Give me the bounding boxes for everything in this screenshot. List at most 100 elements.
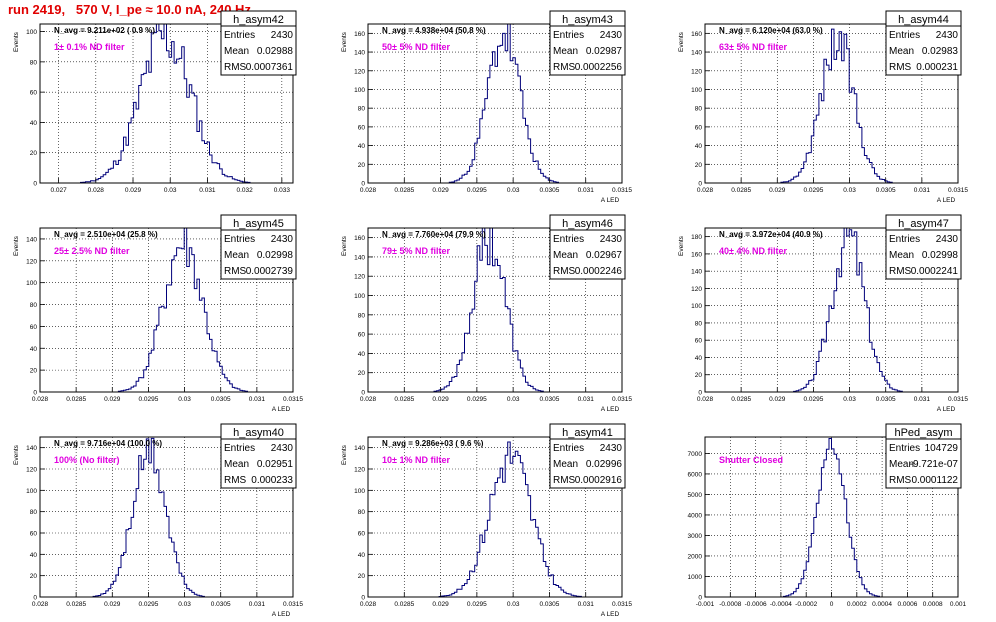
x-tick-label: 0.0295 bbox=[467, 187, 487, 194]
stats-value: 0.02987 bbox=[586, 46, 623, 57]
x-tick-label: 0.0315 bbox=[612, 187, 632, 194]
x-tick-label: 0.03 bbox=[507, 601, 520, 608]
y-tick-label: 0 bbox=[698, 595, 702, 602]
stats-value: 2430 bbox=[600, 443, 623, 454]
x-tick-label: 0.0285 bbox=[394, 187, 414, 194]
histogram-name: hPed_asym bbox=[894, 427, 952, 439]
y-tick-label: 120 bbox=[26, 467, 37, 474]
y-tick-label: 40 bbox=[695, 355, 703, 362]
y-tick-label: 20 bbox=[358, 370, 366, 377]
y-tick-label: 0 bbox=[698, 181, 702, 188]
y-tick-label: 20 bbox=[30, 573, 38, 580]
stats-label: Entries bbox=[224, 443, 255, 454]
stats-label: Mean bbox=[889, 459, 914, 470]
y-tick-label: 80 bbox=[30, 509, 38, 516]
x-tick-label: 0.0285 bbox=[66, 601, 86, 608]
x-tick-label: 0 bbox=[830, 601, 834, 608]
plot-frame bbox=[367, 436, 623, 598]
x-tick-label: 0.0295 bbox=[467, 396, 487, 403]
y-tick-label: 20 bbox=[30, 150, 38, 157]
stats-box bbox=[885, 423, 962, 489]
stats-box bbox=[220, 10, 297, 76]
y-tick-label: 20 bbox=[30, 368, 38, 375]
x-tick-label: 0.0305 bbox=[539, 187, 559, 194]
x-tick-label: 0.031 bbox=[914, 396, 931, 403]
y-tick-label: 120 bbox=[691, 68, 702, 75]
x-tick-label: 0.0004 bbox=[872, 601, 892, 608]
filter-annotation: 50± 5% ND filter bbox=[382, 42, 450, 52]
x-tick-label: 0.029 bbox=[769, 187, 786, 194]
y-tick-label: 120 bbox=[691, 286, 702, 293]
x-tick-label: 0.029 bbox=[432, 601, 449, 608]
x-tick-label: 0.028 bbox=[697, 396, 714, 403]
navg-label: N_avg = 6.120e+04 (63.0 %) bbox=[719, 26, 823, 35]
y-tick-label: 60 bbox=[695, 124, 703, 131]
y-axis-label: Events bbox=[341, 235, 348, 256]
stats-label: RMS bbox=[889, 266, 912, 277]
x-tick-label: 0.0295 bbox=[138, 396, 158, 403]
x-tick-label: 0.03 bbox=[507, 187, 520, 194]
x-tick-label: 0.0305 bbox=[211, 396, 231, 403]
navg-label: N_avg = 2.510e+04 (25.8 %) bbox=[54, 230, 158, 239]
x-axis-label: A LED bbox=[937, 197, 956, 204]
stats-value: 2430 bbox=[936, 30, 959, 41]
y-tick-label: 20 bbox=[358, 573, 366, 580]
y-tick-label: 0 bbox=[361, 390, 365, 397]
y-tick-label: 80 bbox=[30, 302, 38, 309]
x-tick-label: -0.0002 bbox=[795, 601, 817, 608]
y-tick-label: 100 bbox=[354, 293, 365, 300]
x-tick-label: 0.029 bbox=[125, 187, 142, 194]
histogram-name: h_asym46 bbox=[562, 218, 613, 230]
x-tick-label: 0.03 bbox=[843, 396, 856, 403]
stats-value: 0.02967 bbox=[586, 250, 623, 261]
y-tick-label: 100 bbox=[354, 87, 365, 94]
stats-value: 0.02996 bbox=[586, 459, 623, 470]
x-tick-label: 0.031 bbox=[249, 601, 266, 608]
x-tick-label: 0.0285 bbox=[731, 396, 751, 403]
x-tick-label: 0.028 bbox=[360, 396, 377, 403]
x-tick-label: 0.027 bbox=[50, 187, 67, 194]
x-tick-label: 0.031 bbox=[249, 396, 266, 403]
stats-label: RMS bbox=[889, 62, 912, 73]
y-tick-label: 180 bbox=[691, 234, 702, 241]
y-axis-label: Events bbox=[341, 31, 348, 52]
y-axis-label: Events bbox=[341, 444, 348, 465]
filter-annotation: 1± 0.1% ND filter bbox=[54, 42, 125, 52]
y-tick-label: 80 bbox=[30, 59, 38, 66]
y-tick-label: 160 bbox=[691, 251, 702, 258]
filter-annotation: Shutter Closed bbox=[719, 455, 783, 465]
x-tick-label: 0.028 bbox=[697, 187, 714, 194]
y-tick-label: 60 bbox=[358, 531, 366, 538]
plot-frame bbox=[39, 23, 294, 184]
stats-label: Mean bbox=[889, 46, 914, 57]
y-tick-label: 140 bbox=[691, 269, 702, 276]
navg-label: N_avg = 9.716e+04 (100.0 %) bbox=[54, 439, 162, 448]
x-tick-label: 0.032 bbox=[236, 187, 253, 194]
y-tick-label: 0 bbox=[33, 181, 37, 188]
filter-annotation: 100% (No filter) bbox=[54, 455, 120, 465]
x-tick-label: 0.029 bbox=[432, 396, 449, 403]
x-tick-label: 0.03 bbox=[178, 601, 191, 608]
stats-box bbox=[885, 10, 962, 76]
navg-label: N_avg = 4.938e+04 (50.8 %) bbox=[382, 26, 486, 35]
x-tick-label: 0.0315 bbox=[612, 601, 632, 608]
x-tick-label: 0.029 bbox=[104, 396, 121, 403]
y-tick-label: 120 bbox=[26, 258, 37, 265]
y-tick-label: 6000 bbox=[688, 471, 703, 478]
filter-annotation: 79± 5% ND filter bbox=[382, 246, 450, 256]
y-tick-label: 60 bbox=[30, 324, 38, 331]
x-tick-label: 0.031 bbox=[578, 396, 595, 403]
y-tick-label: 7000 bbox=[688, 451, 703, 458]
stats-value: 2430 bbox=[271, 443, 294, 454]
y-tick-label: 40 bbox=[695, 143, 703, 150]
y-axis-label: Events bbox=[13, 444, 20, 465]
plot-frame bbox=[367, 23, 623, 184]
stats-label: Entries bbox=[553, 234, 584, 245]
histogram-name: h_asym42 bbox=[233, 14, 284, 26]
stats-label: Entries bbox=[889, 443, 920, 454]
y-tick-label: 3000 bbox=[688, 533, 703, 540]
histogram-name: h_asym44 bbox=[898, 14, 949, 26]
stats-label: Mean bbox=[553, 46, 578, 57]
x-tick-label: 0.0295 bbox=[138, 601, 158, 608]
stats-label: Mean bbox=[224, 459, 249, 470]
